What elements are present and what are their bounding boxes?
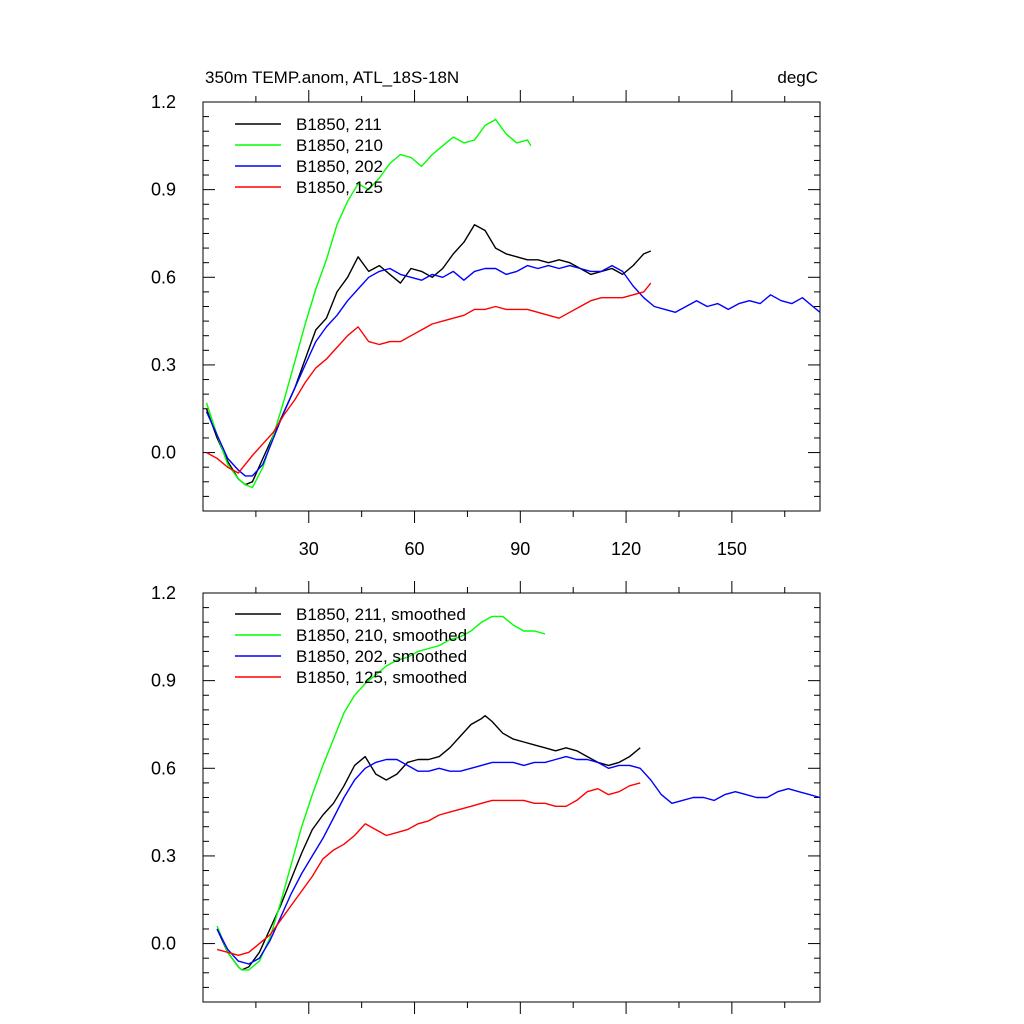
y-tick-label: 1.2 — [151, 583, 176, 603]
series-line-3 — [206, 282, 652, 474]
top-chart-title: 350m TEMP.anom, ATL_18S-18N — [205, 68, 459, 87]
legend-label: B1850, 125, smoothed — [296, 668, 467, 687]
top-series-group — [205, 118, 821, 489]
y-tick-label: 0.6 — [151, 267, 176, 287]
y-tick-label: 0.0 — [151, 443, 176, 463]
legend-label: B1850, 202 — [296, 157, 383, 176]
bottom-axis-ticks — [203, 581, 820, 1014]
x-tick-label: 90 — [510, 539, 530, 559]
y-tick-label: 0.3 — [151, 846, 176, 866]
y-tick-label: 0.9 — [151, 180, 176, 200]
top-chart-units: degC — [777, 68, 818, 87]
y-tick-label: 0.6 — [151, 758, 176, 778]
series-line-0 — [216, 715, 641, 971]
x-tick-label: 30 — [299, 539, 319, 559]
legend-label: B1850, 125 — [296, 178, 383, 197]
top-y-tick-labels: 1.2 0.9 0.6 0.3 0.0 — [151, 92, 176, 463]
series-line-2 — [205, 264, 821, 477]
x-tick-label: 60 — [405, 539, 425, 559]
legend-label: B1850, 210, smoothed — [296, 626, 467, 645]
top-x-tick-labels: 30 60 90 120 150 — [299, 539, 747, 559]
series-line-3 — [216, 782, 641, 956]
bottom-series-group — [216, 615, 821, 971]
bottom-y-tick-labels: 1.2 0.9 0.6 0.3 0.0 — [151, 583, 176, 954]
top-legend: B1850, 211 B1850, 210 B1850, 202 B1850, 125 — [235, 115, 383, 197]
series-line-0 — [205, 223, 652, 486]
y-tick-label: 1.2 — [151, 92, 176, 112]
y-tick-label: 0.9 — [151, 671, 176, 691]
series-line-2 — [216, 755, 821, 965]
top-axis-ticks — [203, 90, 820, 523]
y-tick-label: 0.3 — [151, 355, 176, 375]
bottom-legend: B1850, 211, smoothed B1850, 210, smoothed… — [235, 605, 467, 687]
y-tick-label: 0.0 — [151, 934, 176, 954]
series-line-1 — [205, 118, 532, 489]
x-tick-label: 150 — [717, 539, 747, 559]
legend-label: B1850, 210 — [296, 136, 383, 155]
legend-label: B1850, 211 — [296, 115, 382, 134]
x-tick-label: 120 — [611, 539, 641, 559]
legend-label: B1850, 202, smoothed — [296, 647, 467, 666]
legend-label: B1850, 211, smoothed — [296, 605, 466, 624]
